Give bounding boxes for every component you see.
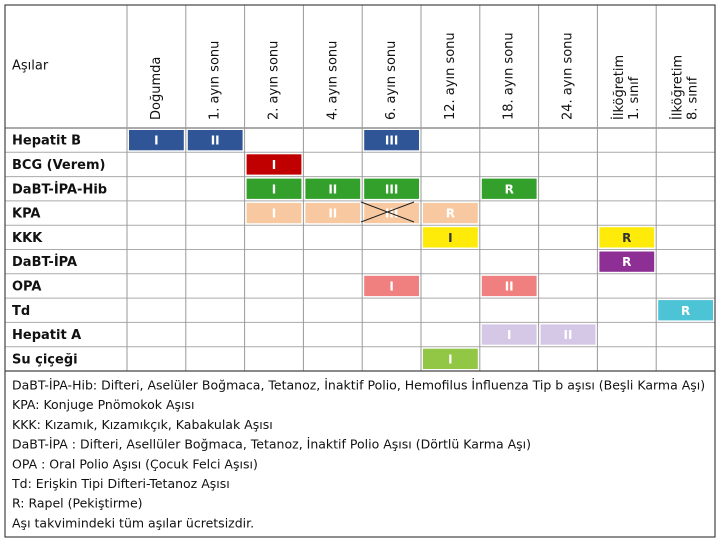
dose-label: I — [272, 207, 276, 221]
dose-label: R — [505, 182, 514, 196]
dose-cell — [364, 275, 419, 297]
dose-label: I — [154, 134, 158, 148]
dose-label: III — [385, 134, 398, 148]
dose-cell — [246, 202, 302, 224]
column-header: 4. ayın sonu — [325, 41, 340, 120]
corner-label: Aşılar — [12, 59, 49, 74]
note: R: Rapel (Pekiştirme) — [12, 496, 143, 511]
dose-cell — [129, 130, 184, 151]
note: KPA: Konjuge Pnömokok Aşısı — [12, 397, 194, 412]
column-header: 6. ayın sonu — [384, 41, 399, 120]
column-header: Doğumda — [149, 57, 164, 120]
column-header: 1. sınıf — [627, 76, 642, 120]
dose-label: I — [272, 158, 276, 172]
dose-label: II — [564, 328, 573, 342]
column-header: 12. ayın sonu — [443, 32, 458, 120]
dose-label: II — [505, 279, 514, 293]
row-name: BCG (Verem) — [12, 158, 105, 173]
note: Aşı takvimindeki tüm aşılar ücretsizdir. — [12, 515, 254, 530]
dose-label: R — [446, 207, 455, 221]
row-name: DaBT-İPA — [12, 254, 77, 270]
row-name: OPA — [12, 279, 41, 294]
note: OPA : Oral Polio Aşısı (Çocuk Felci Aşıs… — [12, 456, 258, 471]
dose-label: R — [681, 304, 690, 318]
dose-cell — [305, 202, 361, 224]
row-name: KKK — [12, 231, 43, 246]
row-name: Hepatit A — [12, 328, 81, 343]
row-name: Td — [12, 304, 30, 319]
dose-label: III — [385, 182, 398, 196]
column-header: İlköğretim — [611, 55, 627, 120]
dose-label: I — [389, 279, 393, 293]
column-header: 1. ayın sonu — [208, 41, 223, 120]
dose-cell — [423, 202, 478, 224]
note: DaBT-İPA-Hib: Difteri, Aselüler Boğmaca,… — [12, 378, 705, 393]
dose-cell — [246, 178, 302, 199]
row-name: Hepatit B — [12, 134, 81, 149]
dose-cell — [599, 251, 655, 272]
table-border — [4, 4, 716, 538]
dose-label: II — [211, 134, 220, 148]
dose-cell — [540, 324, 596, 345]
dose-cell — [305, 178, 361, 199]
row-name: KPA — [12, 207, 40, 222]
dose-cell — [423, 348, 478, 369]
dose-label: I — [272, 182, 276, 196]
dose-cell — [481, 275, 537, 297]
dose-label: II — [328, 207, 337, 221]
column-header: 18. ayın sonu — [502, 32, 517, 120]
dose-cell — [599, 227, 655, 248]
column-header: 2. ayın sonu — [267, 41, 282, 120]
dose-cell — [658, 300, 713, 321]
column-header: 8. sınıf — [686, 76, 701, 120]
column-header: 24. ayın sonu — [561, 32, 576, 120]
dose-label: I — [507, 328, 511, 342]
dose-cell — [364, 130, 419, 151]
dose-cell — [481, 324, 537, 345]
dose-label: I — [448, 352, 452, 366]
note: KKK: Kızamık, Kızamıkçık, Kabakulak Aşıs… — [12, 417, 273, 432]
dose-cell — [481, 178, 537, 199]
dose-cell — [187, 130, 243, 151]
dose-cell — [364, 178, 419, 199]
column-header: İlköğretim — [670, 55, 686, 120]
dose-cell — [246, 154, 302, 175]
row-name: Su çiçeği — [12, 352, 78, 367]
note: Td: Erişkin Tipi Difteri-Tetanoz Aşısı — [11, 476, 230, 491]
dose-label: I — [448, 231, 452, 245]
dose-label: II — [328, 182, 337, 196]
dose-label: R — [622, 231, 631, 245]
row-name: DaBT-İPA-Hib — [12, 181, 107, 197]
note: DaBT-İPA : Difteri, Asellüler Boğmaca, T… — [12, 437, 531, 452]
strike-cross — [360, 201, 415, 223]
dose-label: R — [622, 255, 631, 269]
dose-cell — [423, 227, 478, 248]
